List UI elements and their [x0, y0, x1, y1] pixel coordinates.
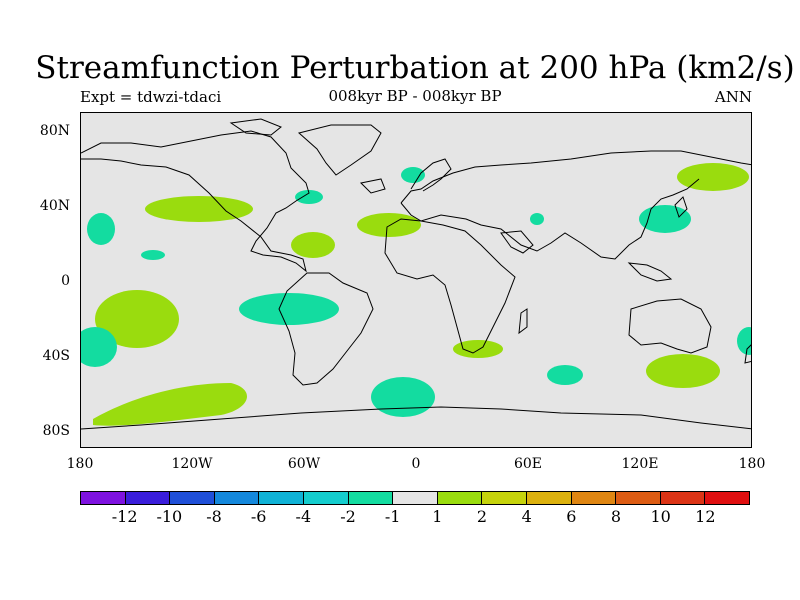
colorbar-label: 4 [521, 507, 532, 526]
anomaly-patch [677, 163, 749, 191]
colorbar-label: -8 [206, 507, 222, 526]
anomaly-patch [93, 383, 248, 426]
colorbar-box [437, 492, 483, 504]
colorbar-box [348, 492, 394, 504]
anomaly-patch [239, 293, 339, 325]
colorbar-label: -2 [340, 507, 356, 526]
experiment-label: Expt = tdwzi-tdaci [80, 88, 222, 106]
lon-label-60w: 60W [287, 456, 321, 472]
anomaly-patch [453, 340, 503, 358]
colorbar-label: 12 [695, 507, 716, 526]
colorbar-box [393, 492, 438, 504]
plot-title: Streamfunction Perturbation at 200 hPa (… [35, 50, 795, 86]
anomaly-patch [357, 213, 421, 237]
colorbar-box [125, 492, 171, 504]
colorbar-label: 2 [476, 507, 488, 526]
anomaly-patch [401, 167, 425, 183]
season-label: ANN [714, 88, 752, 106]
colorbar-label: 8 [610, 507, 622, 526]
colorbar-label: -12 [111, 507, 138, 526]
lat-label-40s: 40S [42, 348, 70, 364]
anomaly-patch [371, 377, 435, 417]
lon-label-180e: 180 [738, 456, 766, 472]
colorbar [80, 491, 750, 505]
anomaly-patch [530, 213, 544, 225]
colorbar-label: -10 [156, 507, 183, 526]
colorbar-box [571, 492, 617, 504]
anomaly-patch [141, 250, 165, 260]
lat-label-80s: 80S [42, 423, 70, 439]
lon-label-60e: 60E [513, 456, 543, 472]
lon-label-0: 0 [411, 456, 421, 472]
colorbar-box [170, 492, 215, 504]
colorbar-box [660, 492, 706, 504]
lat-label-40n: 40N [39, 198, 70, 214]
anomaly-patch [291, 232, 335, 258]
colorbar-box [214, 492, 260, 504]
colorbar-box [81, 492, 126, 504]
colorbar-box [705, 492, 749, 504]
colorbar-label: -6 [250, 507, 267, 526]
anomaly-patch [547, 365, 583, 385]
colorbar-box [526, 492, 572, 504]
anomaly-patch [737, 327, 751, 355]
colorbar-label: 6 [566, 507, 577, 526]
colorbar-box [303, 492, 349, 504]
colorbar-box [259, 492, 304, 504]
lon-label-120w: 120W [171, 456, 213, 472]
colorbar-box [616, 492, 661, 504]
anomaly-patch [639, 205, 691, 233]
world-map [81, 118, 751, 430]
anomaly-patch [87, 213, 115, 245]
colorbar-label: -1 [384, 507, 401, 526]
anomaly-patch [95, 290, 179, 348]
lon-label-180w: 180 [66, 456, 94, 472]
lat-label-eq: 0 [61, 273, 70, 289]
map-panel [80, 112, 752, 448]
period-label: 008kyr BP - 008kyr BP [328, 87, 502, 105]
anomaly-patch [295, 190, 323, 204]
lat-label-80n: 80N [39, 123, 70, 139]
anomaly-patch [145, 196, 253, 222]
anomaly-patch [81, 327, 117, 367]
colorbar-box [482, 492, 527, 504]
lon-label-120e: 120E [621, 456, 659, 472]
colorbar-label: 10 [650, 507, 671, 526]
coastlines [81, 118, 751, 430]
anomaly-patch [646, 354, 720, 388]
colorbar-label: -4 [295, 507, 312, 526]
anomaly-regions [81, 163, 751, 426]
colorbar-label: 1 [432, 507, 443, 526]
